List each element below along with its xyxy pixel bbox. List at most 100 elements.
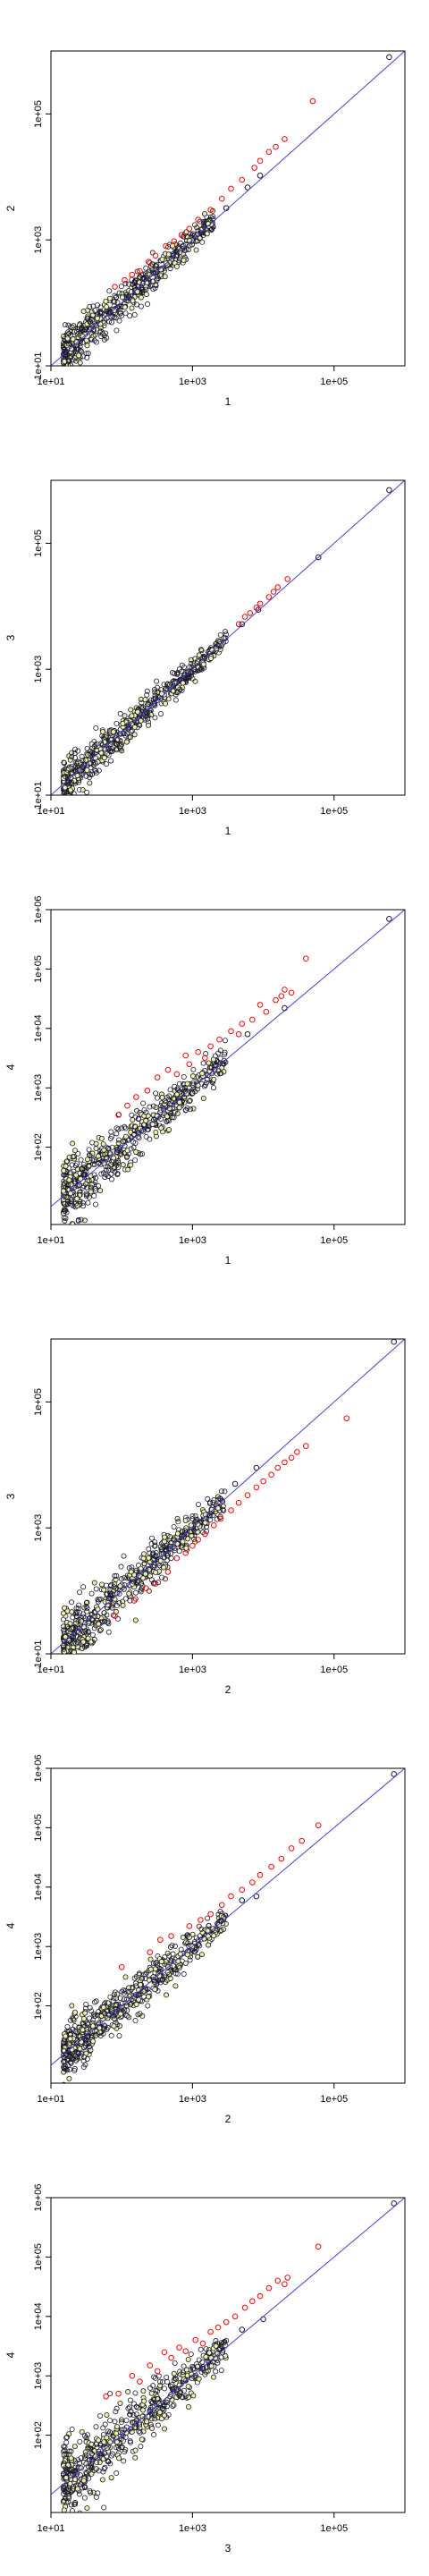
data-point xyxy=(139,280,146,286)
x-tick-label: 1e+03 xyxy=(179,2094,206,2105)
data-point xyxy=(132,2390,139,2396)
data-point xyxy=(215,1496,222,1503)
data-point xyxy=(73,358,80,364)
data-point xyxy=(114,304,121,310)
data-point xyxy=(118,1576,124,1582)
y-axis-title: 4 xyxy=(4,1922,17,1928)
data-point xyxy=(191,1536,198,1542)
data-point xyxy=(124,2012,130,2019)
data-point xyxy=(67,361,73,366)
y-axis-title: 4 xyxy=(4,2351,17,2358)
data-point xyxy=(131,1123,138,1130)
data-point xyxy=(66,801,71,806)
data-point xyxy=(105,1596,112,1602)
data-point xyxy=(63,1215,69,1221)
data-point xyxy=(196,2376,202,2382)
data-point xyxy=(131,2401,138,2407)
data-point xyxy=(128,1569,134,1575)
data-point xyxy=(68,2448,74,2454)
data-point xyxy=(147,699,153,706)
data-point xyxy=(208,2363,214,2369)
data-point xyxy=(65,1657,70,1661)
data-point xyxy=(130,1117,136,1123)
data-point xyxy=(110,2010,116,2016)
data-point xyxy=(80,1611,87,1617)
data-point xyxy=(117,2011,123,2017)
data-point xyxy=(114,1147,121,1153)
data-point xyxy=(157,267,164,273)
outlier-point xyxy=(189,1542,196,1549)
data-point xyxy=(122,2426,128,2432)
data-point xyxy=(155,273,161,279)
x-tick-label: 1e+05 xyxy=(320,1665,348,1675)
data-point xyxy=(75,331,81,337)
data-point xyxy=(222,1488,228,1495)
data-point xyxy=(148,2390,155,2396)
data-point xyxy=(117,710,123,716)
data-point xyxy=(181,1074,187,1080)
data-point xyxy=(120,1162,126,1168)
data-point xyxy=(84,745,90,751)
data-point xyxy=(85,313,91,319)
data-point xyxy=(63,2439,70,2445)
data-point xyxy=(176,1080,182,1087)
data-point xyxy=(116,318,122,324)
data-point xyxy=(77,1589,83,1596)
data-point xyxy=(75,1150,81,1157)
data-point xyxy=(239,1897,246,1903)
data-point xyxy=(105,1629,112,1635)
data-point xyxy=(60,1610,66,1616)
data-point xyxy=(86,1178,92,1184)
data-point xyxy=(198,648,205,654)
data-point xyxy=(146,722,152,728)
outlier-point xyxy=(207,1911,214,1918)
data-point xyxy=(282,1004,288,1012)
data-point xyxy=(178,1946,184,1953)
outlier-point xyxy=(171,238,178,245)
data-point xyxy=(135,284,141,290)
data-point xyxy=(145,1986,151,1992)
data-point xyxy=(202,211,208,217)
data-point xyxy=(91,1999,97,2005)
data-point xyxy=(168,1957,174,1963)
data-point xyxy=(74,1161,80,1167)
data-point xyxy=(203,2368,209,2375)
data-point xyxy=(76,368,80,372)
outlier-point xyxy=(315,1822,322,1828)
data-point xyxy=(61,2507,67,2512)
data-point xyxy=(89,1631,96,1638)
data-point xyxy=(84,1184,90,1191)
data-point xyxy=(102,1174,108,1181)
data-point xyxy=(79,1645,85,1651)
data-point xyxy=(151,1563,157,1570)
data-point xyxy=(153,1104,159,1110)
data-point xyxy=(136,1996,142,2003)
data-point xyxy=(119,2419,125,2426)
y-tick-label: 1e+01 xyxy=(33,352,44,380)
data-point xyxy=(75,1606,81,1612)
data-point xyxy=(73,1669,78,1674)
data-point xyxy=(69,1162,75,1168)
data-point xyxy=(114,720,120,726)
data-point xyxy=(106,309,113,315)
y-tick-label: 1e+03 xyxy=(33,656,44,683)
data-point xyxy=(200,1095,206,1101)
data-point xyxy=(192,656,198,662)
data-point xyxy=(167,1111,173,1117)
data-point xyxy=(152,715,158,721)
plot-frame xyxy=(50,1338,406,1655)
outlier-point xyxy=(257,2292,264,2300)
data-point xyxy=(146,1994,152,2000)
data-point xyxy=(144,710,150,716)
data-point xyxy=(102,1151,108,1157)
data-point xyxy=(76,1602,82,1608)
data-point xyxy=(82,2043,88,2049)
data-point xyxy=(143,1970,149,1976)
data-point xyxy=(172,1537,178,1543)
data-point xyxy=(86,1162,92,1168)
outlier-point xyxy=(239,176,246,183)
data-point xyxy=(123,2418,130,2424)
outlier-point xyxy=(249,1016,256,1023)
data-point xyxy=(74,773,80,779)
data-point xyxy=(213,2338,219,2344)
